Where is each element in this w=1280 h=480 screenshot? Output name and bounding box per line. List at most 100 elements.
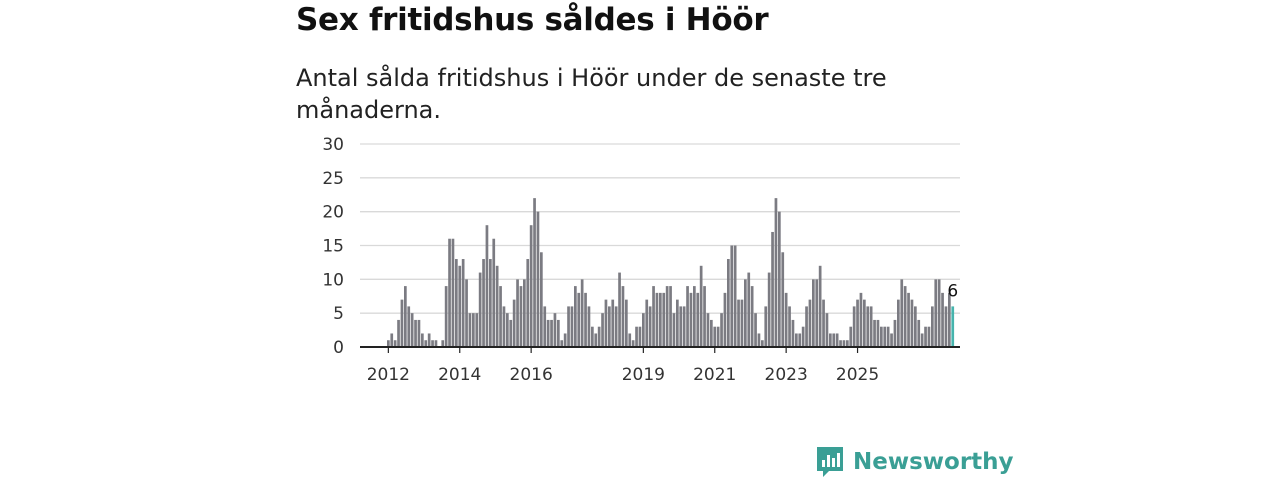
bar [792,320,795,347]
bar [690,293,693,347]
x-tick-label: 2014 [438,365,481,385]
bar [741,300,744,347]
bar [411,313,414,347]
bar [924,327,927,347]
bar [628,333,631,347]
bar [788,306,791,347]
bar [849,327,852,347]
bar [550,320,553,347]
bar [397,320,400,347]
bar [564,333,567,347]
bar [605,300,608,347]
bar [771,232,774,347]
bar [458,266,461,347]
bar [928,327,931,347]
bar [832,333,835,347]
bar [560,340,563,347]
bar [547,320,550,347]
bars [387,198,954,347]
bar [860,293,863,347]
bar [819,266,822,347]
bar [479,273,482,347]
bar [543,306,546,347]
bar [472,313,475,347]
bar [877,320,880,347]
bar [513,300,516,347]
bar [917,320,920,347]
bar [448,239,451,347]
y-tick-label: 10 [322,270,344,290]
bar [883,327,886,347]
bar [815,279,818,347]
bar [846,340,849,347]
bar [822,300,825,347]
bar [387,340,390,347]
x-tick-label: 2023 [765,365,808,385]
bar [853,306,856,347]
bar [622,286,625,347]
bar [839,340,842,347]
bar [492,239,495,347]
bar [611,300,614,347]
bar [707,313,710,347]
bar [509,320,512,347]
bar [734,246,737,348]
bar [455,259,458,347]
bar [673,313,676,347]
bar [880,327,883,347]
bar [662,293,665,347]
bar [520,286,523,347]
bar [649,306,652,347]
bar [693,286,696,347]
bar [758,333,761,347]
bar [625,300,628,347]
bar [679,306,682,347]
bar [894,320,897,347]
bar [904,286,907,347]
bar-chart: 051015202530 2012 2014 2016 2019 2021 2023 202… [0,0,1280,480]
bar [805,306,808,347]
bar [401,300,404,347]
bar [642,313,645,347]
bar [873,320,876,347]
y-tick-label: 25 [322,169,344,189]
bar [424,340,427,347]
x-tick-label: 2025 [836,365,879,385]
bar [421,333,424,347]
bar [584,293,587,347]
bar [686,286,689,347]
bar [812,279,815,347]
bar [921,333,924,347]
bar [720,313,723,347]
x-tick-label: 2019 [622,365,665,385]
bar [710,320,713,347]
bar [516,279,519,347]
bar [533,198,536,347]
bar [747,273,750,347]
bar [588,306,591,347]
bar [727,259,730,347]
bar [897,300,900,347]
bar [418,320,421,347]
bar [798,333,801,347]
x-axis-labels: 2012 2014 2016 2019 2021 2023 2025 [367,347,879,385]
bar [836,333,839,347]
bar [931,306,934,347]
bar [537,212,540,347]
bar [635,327,638,347]
bar [571,306,574,347]
bar [843,340,846,347]
bar [394,340,397,347]
last-value-label: 6 [947,281,958,301]
bar [826,313,829,347]
bar [900,279,903,347]
y-tick-label: 20 [322,203,344,223]
bar [802,327,805,347]
bar [724,293,727,347]
bar [506,313,509,347]
bar [666,286,669,347]
bar [435,340,438,347]
bar [785,293,788,347]
bar [554,313,557,347]
bar [407,306,410,347]
